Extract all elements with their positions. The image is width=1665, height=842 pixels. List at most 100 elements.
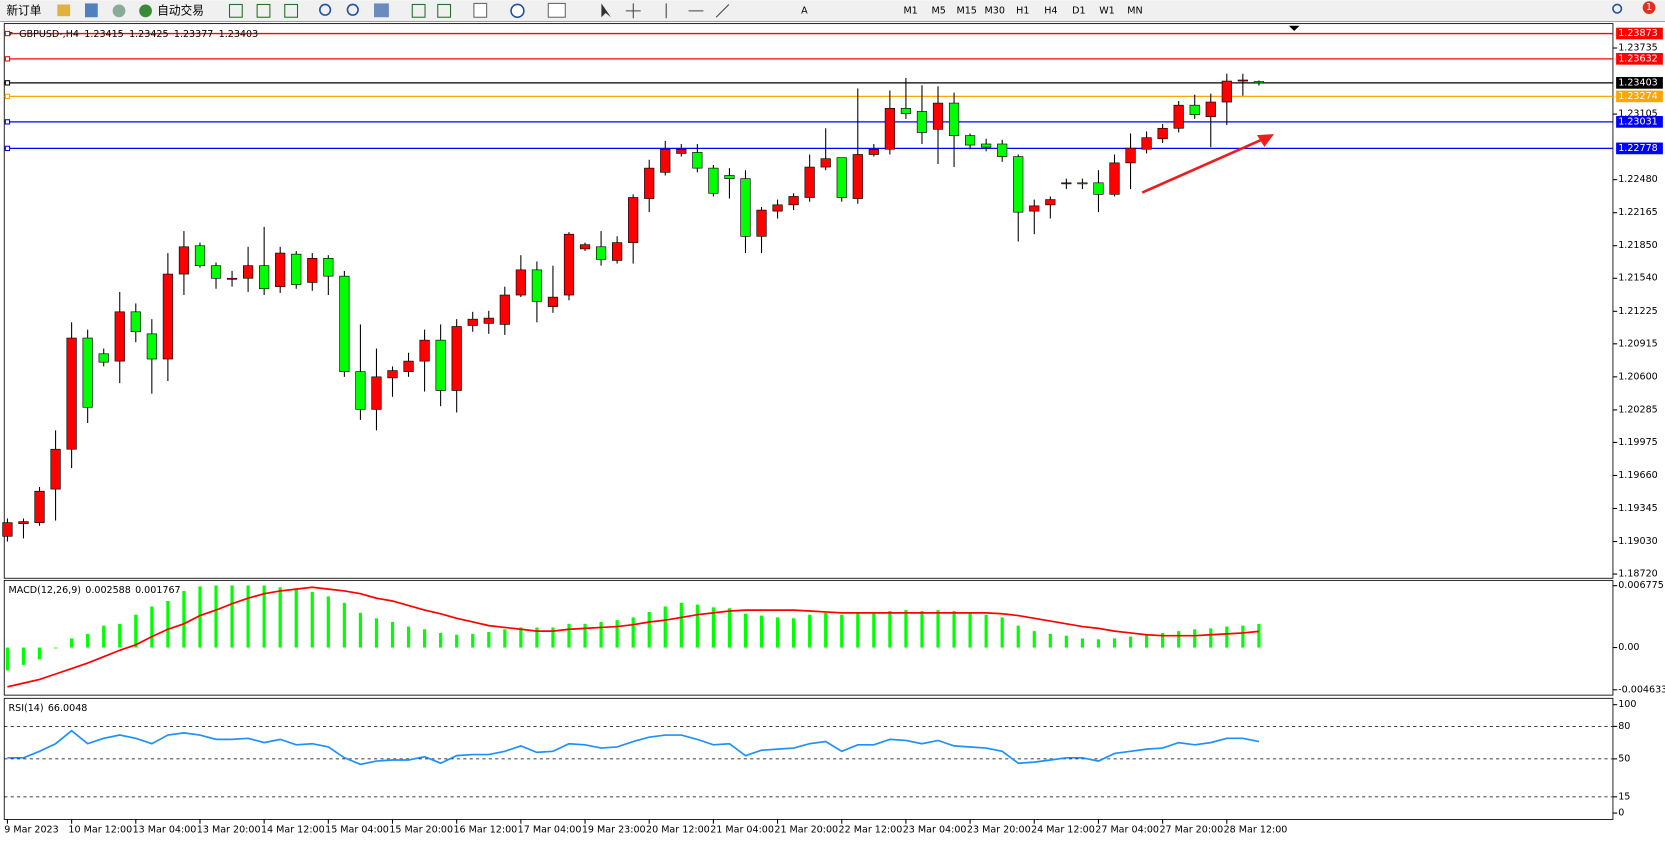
candle-body — [226, 277, 238, 280]
candle-body — [595, 246, 607, 260]
toolbar-icon[interactable] — [112, 4, 126, 18]
candle-body — [515, 269, 526, 296]
x-tick-label: 9 Mar 2023 — [4, 825, 58, 836]
macd-bar — [1209, 628, 1213, 648]
macd-bar — [471, 633, 475, 648]
macd-bar — [647, 611, 651, 648]
x-tick-label: 10 Mar 12:00 — [68, 825, 132, 836]
y-tick-label: 1.23735 — [1618, 43, 1657, 54]
timeframe-button[interactable]: M30 — [985, 5, 1005, 16]
period-icon[interactable] — [510, 3, 525, 19]
toolbar-icon[interactable] — [547, 2, 566, 18]
x-tick-label: 13 Mar 20:00 — [197, 825, 261, 836]
notification-badge[interactable] — [1642, 1, 1656, 15]
price-level-box — [1616, 27, 1663, 40]
candle-body — [932, 102, 944, 130]
candle-body — [114, 311, 125, 362]
candle-body — [323, 258, 334, 277]
timeframe-button[interactable]: H1 — [1016, 5, 1029, 16]
candle-body — [1205, 101, 1216, 118]
zoom-out-icon[interactable] — [346, 3, 359, 16]
toolbar-icon[interactable] — [374, 3, 389, 18]
toolbar-icon[interactable] — [411, 3, 426, 18]
price-level-label: 1.23403 — [1618, 77, 1657, 88]
macd-bar — [374, 618, 379, 648]
candle-body — [1141, 137, 1152, 150]
x-tick-label: 27 Mar 20:00 — [1159, 825, 1223, 836]
macd-bar — [1112, 638, 1117, 648]
text-icon[interactable]: A — [801, 5, 808, 16]
header-field: 1.23415 — [84, 29, 123, 40]
toolbar-icon[interactable] — [256, 3, 271, 18]
candle-body — [660, 148, 671, 173]
y-tick-label: 1.21225 — [1618, 306, 1657, 317]
auto-trading-icon[interactable] — [139, 4, 152, 18]
y-tick-label: 1.19030 — [1618, 536, 1657, 547]
candle-body — [1173, 104, 1184, 129]
crosshair-icon[interactable] — [625, 3, 641, 19]
macd-bar — [455, 634, 459, 648]
toolbar-icon[interactable] — [437, 3, 452, 18]
price-level-handle — [4, 145, 11, 152]
price-level-label: 1.23031 — [1618, 116, 1657, 127]
macd-bar — [5, 647, 10, 671]
candle-body — [1189, 104, 1200, 115]
macd-bar — [1096, 639, 1101, 648]
candle-body — [820, 158, 831, 168]
x-tick-label: 23 Mar 20:00 — [967, 825, 1031, 836]
x-tick-label: 14 Mar 12:00 — [261, 825, 325, 836]
auto-trading-button[interactable]: 自动交易 — [157, 3, 204, 17]
toolbar-icon[interactable] — [473, 2, 488, 18]
macd-bar — [631, 617, 635, 648]
toolbar-icon[interactable] — [284, 3, 299, 18]
shift-marker — [1288, 25, 1300, 32]
candle-body — [1045, 199, 1056, 206]
timeframe-button[interactable]: M5 — [931, 5, 945, 16]
candle-body — [547, 296, 559, 307]
candle-body — [178, 246, 190, 275]
search-icon[interactable] — [1612, 3, 1623, 14]
macd-bar — [1225, 626, 1229, 648]
candle-body — [1013, 156, 1024, 213]
header-field: 1.23425 — [129, 29, 168, 40]
candle-body — [772, 204, 783, 212]
macd-bar — [214, 585, 218, 648]
price-level-handle — [4, 80, 11, 86]
candle-body — [194, 245, 206, 266]
timeframe-button[interactable]: MN — [1127, 5, 1142, 16]
macd-bar — [1241, 625, 1245, 648]
timeframe-button[interactable]: M15 — [957, 5, 977, 16]
macd-bar — [1032, 631, 1036, 648]
price-level-label: 1.23873 — [1618, 28, 1657, 39]
candle-body — [868, 148, 879, 155]
timeframe-button[interactable]: H4 — [1044, 5, 1057, 16]
candle-body — [531, 269, 543, 302]
price-level-label: 1.23274 — [1618, 91, 1657, 102]
macd-bar — [21, 647, 26, 665]
header-field: 0.001767 — [135, 584, 181, 595]
candle-body — [788, 196, 799, 206]
price-level-box — [1616, 90, 1663, 103]
macd-bar — [1000, 617, 1004, 648]
x-tick-label: 17 Mar 04:00 — [518, 825, 582, 836]
zoom-in-icon[interactable] — [319, 3, 332, 16]
new-order-button[interactable]: 新订单 — [6, 3, 41, 17]
draw-icons[interactable] — [665, 3, 730, 19]
toolbar-icon[interactable] — [57, 4, 71, 17]
price-level-box — [1616, 77, 1663, 89]
macd-bar — [390, 621, 395, 648]
timeframe-button[interactable]: M1 — [903, 5, 917, 16]
toolbar-icon[interactable] — [228, 3, 243, 18]
candle-body — [804, 166, 815, 198]
candle-body — [499, 294, 510, 325]
header-field: 0.002588 — [85, 584, 131, 595]
macd-bar — [198, 586, 202, 648]
x-tick-label: 15 Mar 20:00 — [389, 825, 453, 836]
timeframe-button[interactable]: D1 — [1072, 5, 1085, 16]
toolbar-icon[interactable] — [85, 3, 98, 18]
macd-bar — [727, 608, 732, 648]
macd-bar — [551, 627, 555, 648]
timeframe-button[interactable]: W1 — [1099, 5, 1115, 16]
candle-body — [981, 143, 992, 148]
macd-bar — [583, 623, 587, 648]
